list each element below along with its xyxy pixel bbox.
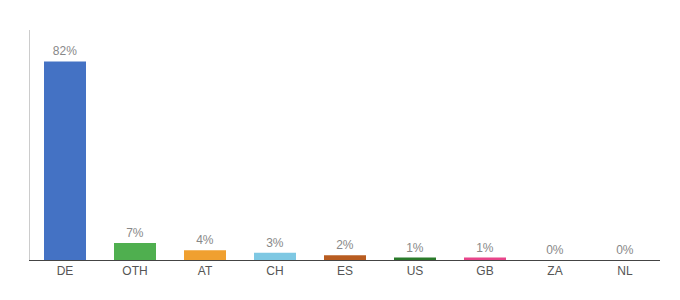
svg-text:ES: ES [337, 264, 353, 278]
svg-text:ZA: ZA [547, 264, 562, 278]
svg-text:US: US [407, 264, 424, 278]
svg-text:1%: 1% [476, 241, 494, 255]
svg-text:0%: 0% [546, 243, 564, 257]
svg-text:OTH: OTH [122, 264, 147, 278]
svg-text:CH: CH [266, 264, 283, 278]
svg-text:GB: GB [476, 264, 493, 278]
svg-text:0%: 0% [616, 243, 634, 257]
svg-text:NL: NL [617, 264, 633, 278]
svg-text:82%: 82% [53, 44, 77, 58]
svg-text:1%: 1% [406, 241, 424, 255]
svg-text:AT: AT [198, 264, 213, 278]
svg-text:7%: 7% [126, 226, 144, 240]
svg-text:3%: 3% [266, 236, 284, 250]
svg-text:4%: 4% [196, 233, 214, 247]
svg-text:DE: DE [57, 264, 74, 278]
svg-text:2%: 2% [336, 238, 354, 252]
